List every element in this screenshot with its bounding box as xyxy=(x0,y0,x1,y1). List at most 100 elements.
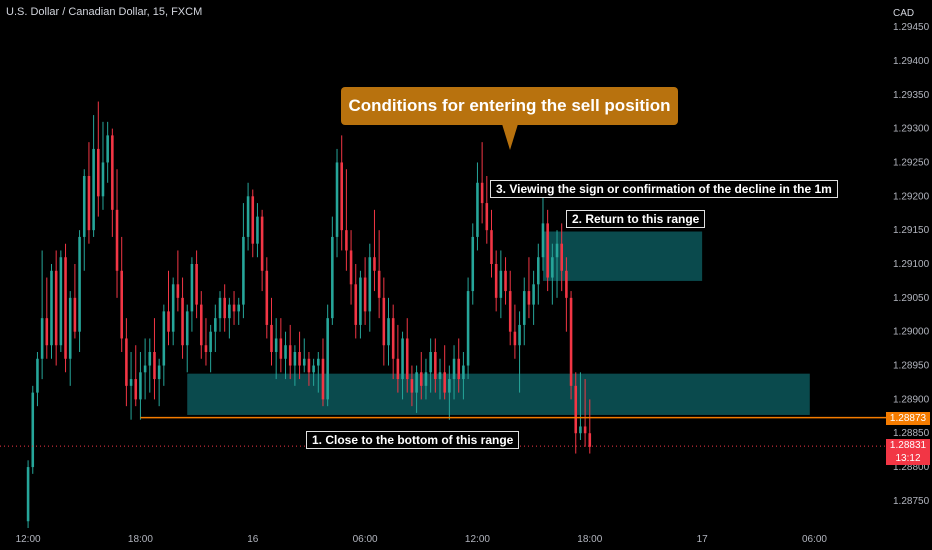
price-tick-label: 1.29200 xyxy=(893,191,930,202)
candle-body xyxy=(340,162,343,231)
candle-body xyxy=(120,270,123,339)
candle-body xyxy=(588,433,592,447)
time-tick-label: 17 xyxy=(697,534,709,545)
candle-body xyxy=(101,162,105,197)
candle-body xyxy=(129,379,133,386)
candle-body xyxy=(237,304,241,312)
candle-body xyxy=(214,318,217,332)
candle-body xyxy=(45,318,49,346)
range-zones xyxy=(187,231,810,415)
candle-body xyxy=(232,304,236,312)
candle-body xyxy=(40,318,44,359)
candle-body xyxy=(532,284,535,305)
candle-body xyxy=(106,135,109,163)
candle-body xyxy=(583,426,587,434)
candle-body xyxy=(270,324,273,352)
candle-body xyxy=(513,331,517,346)
range-zone xyxy=(542,231,703,281)
candle-body xyxy=(569,297,573,386)
candle-body xyxy=(485,203,489,231)
time-tick-label: 12:00 xyxy=(465,534,490,545)
candle-body xyxy=(508,291,512,332)
callout-pointer xyxy=(502,124,518,150)
candle-body xyxy=(415,372,418,393)
candle-body xyxy=(434,352,437,380)
candle-body xyxy=(97,148,100,197)
candle-body xyxy=(391,318,395,359)
candle-body xyxy=(176,284,180,298)
candle-body xyxy=(368,257,372,312)
candle-body xyxy=(223,297,226,319)
note-step-3: 3. Viewing the sign or confirmation of t… xyxy=(490,180,838,198)
candle-body xyxy=(31,392,35,468)
symbol-title: U.S. Dollar / Canadian Dollar, 15, FXCM xyxy=(6,6,203,18)
candle-body xyxy=(518,324,521,346)
candle-body xyxy=(537,257,540,285)
candle-body xyxy=(115,209,119,271)
candle-body xyxy=(527,291,531,305)
candle-body xyxy=(541,223,545,258)
candle-body xyxy=(490,230,493,264)
candle-body xyxy=(293,352,297,366)
price-tick-label: 1.29450 xyxy=(893,22,930,33)
price-tick-label: 1.29350 xyxy=(893,90,930,101)
price-tick-label: 1.28900 xyxy=(893,394,930,405)
time-tick-label: 06:00 xyxy=(353,534,378,545)
candle-body xyxy=(181,297,184,346)
candle-body xyxy=(546,223,549,278)
candle-body xyxy=(143,365,147,373)
candle-body xyxy=(359,277,362,325)
price-tick-label: 1.29400 xyxy=(893,56,930,67)
candle-body xyxy=(317,358,320,366)
candle-body xyxy=(68,297,72,359)
time-tick-label: 18:00 xyxy=(577,534,602,545)
candle-body xyxy=(401,338,404,380)
candle-body xyxy=(260,216,264,271)
time-tick-label: 06:00 xyxy=(802,534,827,545)
candle-body xyxy=(405,338,409,380)
candle-body xyxy=(167,311,170,332)
candle-body xyxy=(443,372,446,393)
candle-body xyxy=(363,277,367,312)
horizontal-levels xyxy=(0,416,886,447)
candle-body xyxy=(274,338,278,352)
candle-body xyxy=(134,379,138,400)
candle-body xyxy=(190,264,194,312)
candle-body xyxy=(471,236,475,292)
candle-body xyxy=(494,264,498,298)
candle-body xyxy=(284,345,287,359)
candle-body xyxy=(162,311,166,366)
candle-body xyxy=(551,257,554,278)
price-tick-label: 1.29150 xyxy=(893,225,930,236)
candle-body xyxy=(429,352,432,373)
candle-body xyxy=(82,176,86,237)
callout-box: Conditions for entering the sell positio… xyxy=(341,87,678,125)
candle-body xyxy=(171,284,175,332)
candle-body xyxy=(377,270,381,298)
countdown-tag: 13:12 xyxy=(886,452,930,465)
candle-body xyxy=(354,284,358,325)
last-price-tag: 1.28831 xyxy=(886,439,930,452)
time-tick-label: 16 xyxy=(247,534,259,545)
candle-body xyxy=(153,352,156,380)
time-axis: 12:00 18:00 16 06:00 12:00 18:00 17 06:00 xyxy=(16,534,828,545)
candle-body xyxy=(78,236,81,332)
candle-body xyxy=(54,270,58,346)
candle-body xyxy=(73,297,77,332)
candle-body xyxy=(199,304,203,346)
candle-body xyxy=(92,148,95,231)
candle-body xyxy=(321,358,325,400)
candle-body xyxy=(565,270,568,298)
level-price-tag: 1.28873 xyxy=(886,412,930,425)
candle-body xyxy=(373,257,376,271)
candle-body xyxy=(466,291,470,366)
candle-body xyxy=(209,331,212,352)
candle-body xyxy=(251,196,255,244)
candle-body xyxy=(218,297,222,319)
range-zone xyxy=(187,373,810,415)
candle-body xyxy=(256,216,259,244)
candle-body xyxy=(349,250,353,285)
price-tick-label: 1.28850 xyxy=(893,428,930,439)
candle-body xyxy=(59,257,63,346)
